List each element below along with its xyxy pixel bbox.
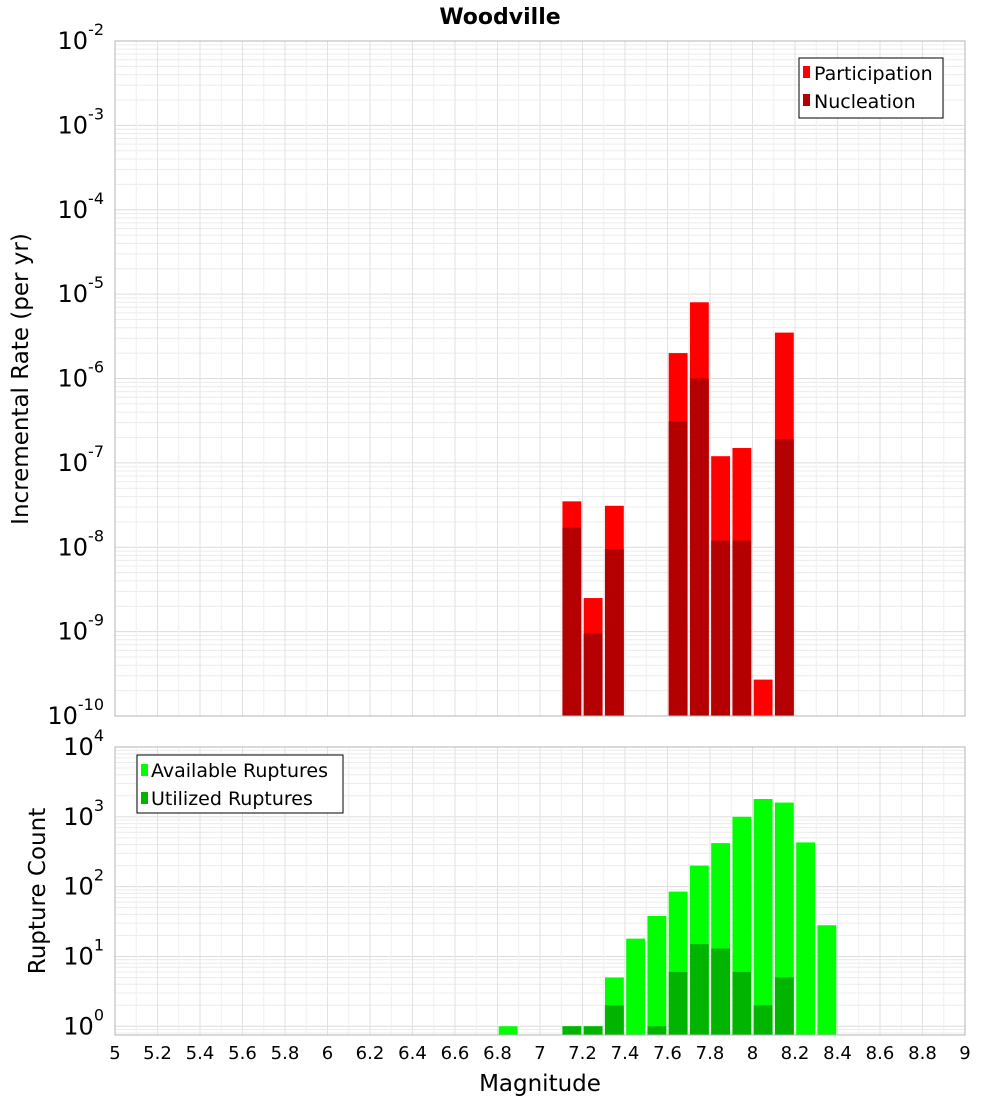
bottom-plot-frame	[114, 746, 966, 1036]
x-tick-label: 5.4	[186, 1043, 215, 1064]
bar-nucleation	[774, 439, 794, 716]
bar-utilized-ruptures	[562, 1026, 582, 1035]
legend-label-participation: Participation	[814, 63, 933, 85]
bar-utilized-ruptures	[604, 1005, 624, 1035]
bottom-bars	[498, 798, 837, 1035]
bar-available-ruptures	[817, 925, 837, 1035]
legend-label-available-ruptures: Available Ruptures	[151, 760, 328, 782]
y-tick-label: 100	[63, 1005, 104, 1040]
bar-nucleation	[604, 549, 624, 716]
bar-available-ruptures	[647, 915, 667, 1035]
x-tick-label: 8.8	[908, 1043, 937, 1064]
top-legend-box	[798, 57, 944, 119]
top-plot-frame	[114, 40, 966, 717]
bottom-y-axis-label: Rupture Count	[25, 808, 51, 974]
y-tick-label: 10-6	[58, 358, 105, 393]
x-tick-label: 5.8	[271, 1043, 300, 1064]
x-tick-label: 7.8	[696, 1043, 725, 1064]
y-tick-label: 104	[63, 726, 104, 761]
x-tick-label: 6.2	[356, 1043, 385, 1064]
bar-nucleation	[689, 378, 709, 716]
legend-label-utilized-ruptures: Utilized Ruptures	[151, 788, 313, 810]
x-axis-label: Magnitude	[479, 1071, 601, 1097]
y-tick-label: 10-8	[58, 526, 105, 561]
bar-nucleation	[711, 540, 731, 716]
bar-available-ruptures	[626, 938, 646, 1035]
chart-title: Woodville	[439, 5, 560, 30]
y-tick-label: 10-10	[47, 695, 104, 730]
x-tick-label: 5.2	[143, 1043, 172, 1064]
x-tick-label: 7.2	[568, 1043, 597, 1064]
top-legend: Participation Nucleation	[798, 57, 944, 119]
bar-available-ruptures	[774, 802, 794, 1035]
bar-utilized-ruptures	[732, 971, 752, 1035]
y-tick-label: 103	[63, 796, 104, 831]
bar-utilized-ruptures	[753, 1005, 773, 1035]
bar-nucleation	[668, 421, 688, 716]
bar-utilized-ruptures	[711, 948, 731, 1035]
x-tick-label: 8	[747, 1043, 758, 1064]
bar-available-ruptures	[796, 842, 816, 1035]
bar-utilized-ruptures	[583, 1026, 603, 1035]
x-tick-label: 9	[959, 1043, 970, 1064]
y-tick-label: 10-4	[58, 189, 105, 224]
bar-participation	[753, 679, 773, 716]
top-bars	[562, 302, 794, 716]
bar-utilized-ruptures	[689, 944, 709, 1035]
bar-utilized-ruptures	[647, 1026, 667, 1035]
top-y-tick-labels: 10-10 10-9 10-8 10-7 10-6 10-5 10-4 10-3 10-2	[47, 20, 104, 730]
bar-nucleation	[583, 633, 603, 716]
bar-utilized-ruptures	[668, 971, 688, 1035]
x-tick-label: 8.4	[823, 1043, 852, 1064]
x-tick-label: 6.4	[398, 1043, 427, 1064]
x-tick-label: 7.6	[653, 1043, 682, 1064]
y-tick-label: 102	[63, 866, 104, 901]
x-tick-label: 6.8	[483, 1043, 512, 1064]
bar-utilized-ruptures	[774, 977, 794, 1035]
bar-available-ruptures	[498, 1026, 518, 1035]
bottom-y-tick-labels: 100 101 102 103 104	[63, 726, 104, 1040]
legend-swatch-utilized	[141, 792, 148, 804]
y-tick-label: 10-7	[58, 442, 105, 477]
legend-label-nucleation: Nucleation	[814, 91, 916, 113]
y-tick-label: 101	[63, 935, 104, 970]
bottom-legend-box	[136, 754, 344, 814]
y-tick-label: 10-3	[58, 104, 105, 139]
x-tick-label: 6.6	[441, 1043, 470, 1064]
legend-swatch-participation	[803, 66, 810, 78]
bar-available-ruptures	[753, 798, 773, 1035]
x-tick-label: 5.6	[228, 1043, 257, 1064]
top-gridlines	[114, 40, 966, 717]
x-tick-label: 7.4	[611, 1043, 640, 1064]
bar-nucleation	[732, 540, 752, 716]
bar-nucleation	[562, 527, 582, 716]
legend-swatch-nucleation	[803, 94, 810, 106]
y-tick-label: 10-9	[58, 611, 105, 646]
x-tick-label: 5	[109, 1043, 120, 1064]
y-tick-label: 10-2	[58, 20, 105, 55]
legend-swatch-available	[141, 764, 148, 776]
top-y-axis-label: Incremental Rate (per yr)	[8, 233, 34, 525]
bottom-legend: Available Ruptures Utilized Ruptures	[136, 754, 344, 814]
x-tick-label: 7	[534, 1043, 545, 1064]
x-tick-labels: 5 5.2 5.4 5.6 5.8 6 6.2 6.4 6.6 6.8 7 7.2 7.4 7.6 7.8 8…	[109, 1043, 970, 1064]
y-tick-label: 10-5	[58, 273, 105, 308]
x-tick-label: 8.6	[866, 1043, 895, 1064]
bottom-gridlines	[114, 746, 966, 1035]
x-tick-label: 6	[322, 1043, 333, 1064]
x-tick-label: 8.2	[781, 1043, 810, 1064]
